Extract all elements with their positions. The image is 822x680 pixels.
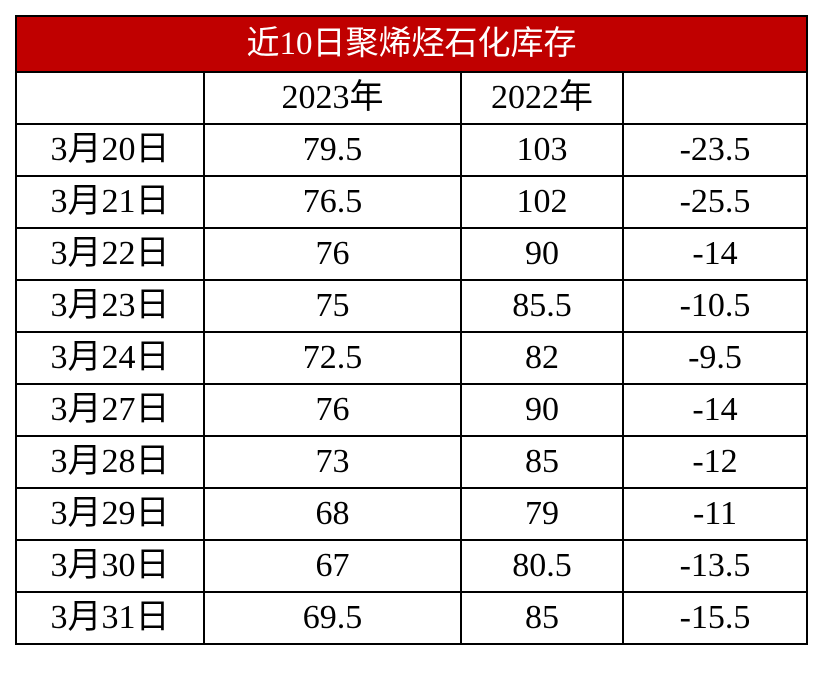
date-cell: 3月21日 bbox=[15, 175, 205, 229]
table-title: 近10日聚烯烃石化库存 bbox=[15, 15, 808, 73]
value-cell: 76 bbox=[203, 227, 462, 281]
data-row: 3月29日 68 79 -11 bbox=[15, 487, 808, 541]
value-cell: -14 bbox=[622, 383, 808, 437]
value-cell: 79.5 bbox=[203, 123, 462, 177]
date-cell: 3月29日 bbox=[15, 487, 205, 541]
value-cell: -10.5 bbox=[622, 279, 808, 333]
date-cell: 3月22日 bbox=[15, 227, 205, 281]
data-row: 3月22日 76 90 -14 bbox=[15, 227, 808, 281]
date-cell: 3月23日 bbox=[15, 279, 205, 333]
value-cell: 85 bbox=[460, 591, 624, 645]
value-cell: 69.5 bbox=[203, 591, 462, 645]
date-cell: 3月24日 bbox=[15, 331, 205, 385]
value-cell: 76 bbox=[203, 383, 462, 437]
value-cell: 90 bbox=[460, 383, 624, 437]
value-cell: 79 bbox=[460, 487, 624, 541]
header-cell bbox=[622, 71, 808, 125]
data-row: 3月28日 73 85 -12 bbox=[15, 435, 808, 489]
date-cell: 3月31日 bbox=[15, 591, 205, 645]
data-row: 3月31日 69.5 85 -15.5 bbox=[15, 591, 808, 645]
value-cell: 80.5 bbox=[460, 539, 624, 593]
value-cell: 68 bbox=[203, 487, 462, 541]
header-cell: 2022年 bbox=[460, 71, 624, 125]
value-cell: 90 bbox=[460, 227, 624, 281]
value-cell: 103 bbox=[460, 123, 624, 177]
value-cell: -13.5 bbox=[622, 539, 808, 593]
value-cell: -11 bbox=[622, 487, 808, 541]
value-cell: -12 bbox=[622, 435, 808, 489]
value-cell: -23.5 bbox=[622, 123, 808, 177]
title-row: 近10日聚烯烃石化库存 bbox=[15, 15, 808, 73]
data-row: 3月24日 72.5 82 -9.5 bbox=[15, 331, 808, 385]
date-cell: 3月28日 bbox=[15, 435, 205, 489]
value-cell: 73 bbox=[203, 435, 462, 489]
data-row: 3月30日 67 80.5 -13.5 bbox=[15, 539, 808, 593]
value-cell: 72.5 bbox=[203, 331, 462, 385]
value-cell: 85 bbox=[460, 435, 624, 489]
date-cell: 3月30日 bbox=[15, 539, 205, 593]
value-cell: 76.5 bbox=[203, 175, 462, 229]
header-cell bbox=[15, 71, 205, 125]
value-cell: 85.5 bbox=[460, 279, 624, 333]
data-row: 3月21日 76.5 102 -25.5 bbox=[15, 175, 808, 229]
value-cell: -14 bbox=[622, 227, 808, 281]
value-cell: 102 bbox=[460, 175, 624, 229]
value-cell: -25.5 bbox=[622, 175, 808, 229]
value-cell: 82 bbox=[460, 331, 624, 385]
value-cell: 75 bbox=[203, 279, 462, 333]
data-row: 3月23日 75 85.5 -10.5 bbox=[15, 279, 808, 333]
data-row: 3月27日 76 90 -14 bbox=[15, 383, 808, 437]
date-cell: 3月20日 bbox=[15, 123, 205, 177]
value-cell: 67 bbox=[203, 539, 462, 593]
header-row: 2023年 2022年 bbox=[15, 71, 808, 125]
header-cell: 2023年 bbox=[203, 71, 462, 125]
data-row: 3月20日 79.5 103 -23.5 bbox=[15, 123, 808, 177]
value-cell: -9.5 bbox=[622, 331, 808, 385]
date-cell: 3月27日 bbox=[15, 383, 205, 437]
value-cell: -15.5 bbox=[622, 591, 808, 645]
inventory-table: 近10日聚烯烃石化库存 2023年 2022年 3月20日 79.5 103 -23.… bbox=[15, 15, 808, 645]
